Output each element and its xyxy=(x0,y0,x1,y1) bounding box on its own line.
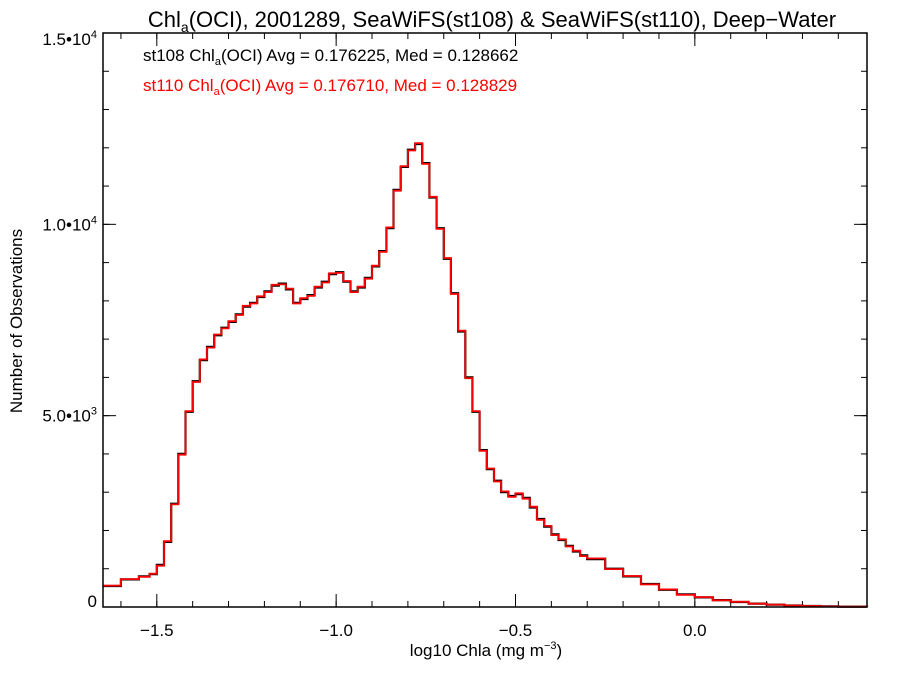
chart-title-subscript: a xyxy=(181,19,189,35)
x-tick-label: −1.5 xyxy=(140,621,174,640)
x-axis-label-sup: −3 xyxy=(544,640,557,652)
annotation-st108-subscript: a xyxy=(215,56,222,68)
annotation-st110: st110 Chla(OCI) Avg = 0.176710, Med = 0.… xyxy=(143,76,517,98)
y-tick-mantissa: 5.0•10 xyxy=(42,407,91,426)
chart-title-suffix: (OCI), 2001289, SeaWiFS(st108) & SeaWiFS… xyxy=(189,7,836,32)
y-tick-mantissa: 1.0•10 xyxy=(42,215,91,234)
axis-ticks xyxy=(103,32,867,608)
annotation-st108: st108 Chla(OCI) Avg = 0.176225, Med = 0.… xyxy=(143,46,518,68)
y-tick-mantissa: 0 xyxy=(88,592,97,611)
x-axis-label-main: log10 Chla (mg m xyxy=(410,641,544,660)
chart-title: Chla(OCI), 2001289, SeaWiFS(st108) & Sea… xyxy=(148,7,836,35)
y-tick-exponent: 4 xyxy=(91,29,97,41)
x-axis-label-close: ) xyxy=(557,641,563,660)
annotation-st110-suffix: (OCI) Avg = 0.176710, Med = 0.128829 xyxy=(220,76,517,95)
y-axis-label: Number of Observations xyxy=(7,229,26,413)
series-st110-line xyxy=(103,142,868,608)
x-tick-label: −1.0 xyxy=(319,621,353,640)
y-tick-exponent: 4 xyxy=(91,214,97,226)
y-tick-label: 0 xyxy=(88,592,97,611)
plot-frame xyxy=(102,32,868,608)
data-series xyxy=(103,142,869,608)
y-tick-label: 5.0•103 xyxy=(42,406,97,426)
x-tick-label: −0.5 xyxy=(499,621,533,640)
y-tick-label: 1.5•104 xyxy=(42,29,97,49)
annotation-st108-prefix: st108 Chl xyxy=(143,46,215,65)
annotation-st110-prefix: st110 Chl xyxy=(143,76,214,95)
series-st108-line xyxy=(103,142,869,608)
y-tick-mantissa: 1.5•10 xyxy=(42,30,91,49)
annotation-st108-suffix: (OCI) Avg = 0.176225, Med = 0.128662 xyxy=(221,46,518,65)
annotation-st110-subscript: a xyxy=(214,86,221,98)
chart-title-prefix: Chl xyxy=(148,7,181,32)
x-axis-label: log10 Chla (mg m−3) xyxy=(410,640,562,660)
y-tick-exponent: 3 xyxy=(91,406,97,418)
y-tick-label: 1.0•104 xyxy=(42,214,97,234)
x-tick-label: 0.0 xyxy=(683,621,707,640)
